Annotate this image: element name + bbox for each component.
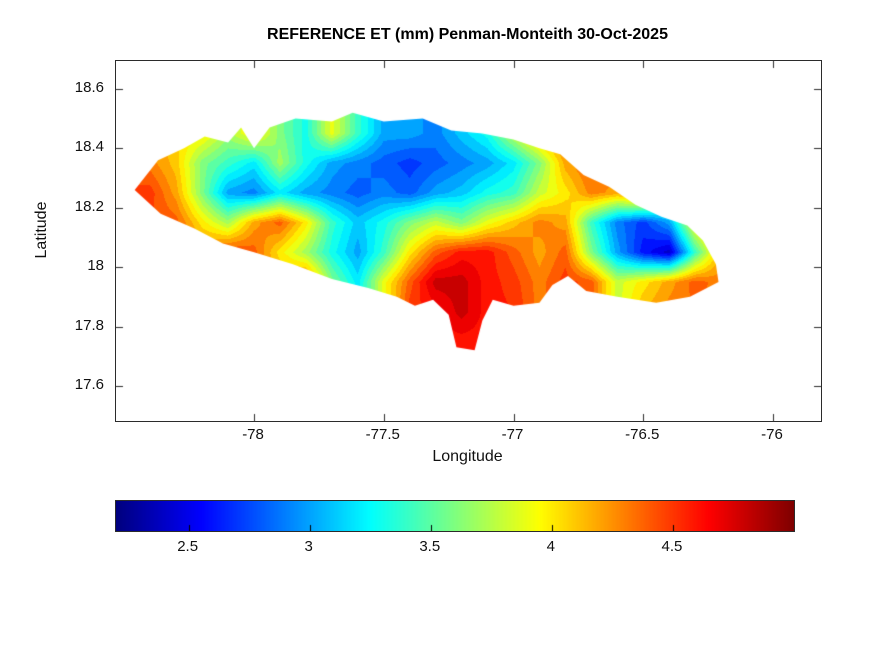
y-tick-label: 18 [87, 257, 104, 275]
x-tick-label: -77 [501, 426, 524, 443]
colorbar-tick-label: 4.5 [661, 538, 683, 555]
y-tick-label: 17.8 [74, 316, 104, 334]
colorbar-tick-label: 4 [546, 538, 556, 555]
map-canvas [116, 61, 821, 421]
plot-area [115, 60, 822, 422]
plot-title: REFERENCE ET (mm) Penman-Monteith 30-Oct… [267, 26, 668, 43]
colorbar-tick-label: 2.5 [177, 538, 199, 555]
x-tick-label: -76.5 [625, 426, 660, 443]
y-tick-label: 17.6 [74, 375, 104, 393]
colorbar-tick-label: 3 [304, 538, 313, 555]
y-tick-label: 18.6 [74, 78, 104, 96]
y-tick-label: 18.2 [74, 197, 104, 215]
x-axis-label: Longitude [432, 448, 503, 465]
x-tick-label: -76 [761, 426, 783, 443]
colorbar-canvas [116, 501, 794, 531]
colorbar-tick-label: 3.5 [419, 538, 441, 555]
x-tick-label: -77.5 [365, 426, 400, 443]
y-tick-label: 18.4 [74, 138, 104, 156]
colorbar [115, 500, 795, 532]
x-tick-label: -78 [242, 426, 264, 443]
